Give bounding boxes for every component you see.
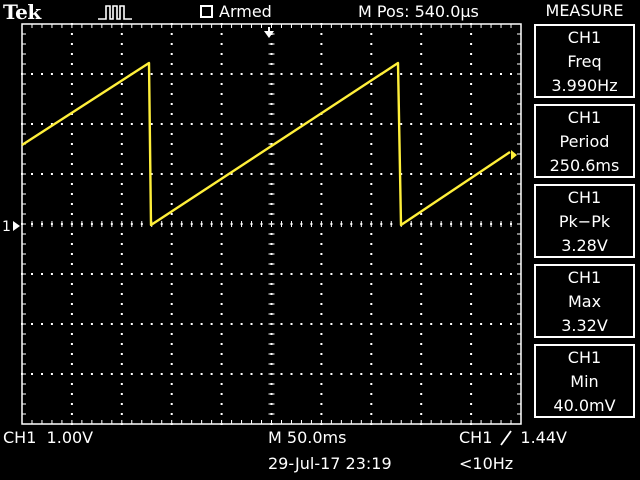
measure-min[interactable]: CH1 Min 40.0mV — [534, 344, 635, 418]
measure-type: Min — [570, 372, 599, 391]
rising-edge-icon — [500, 429, 513, 446]
trigger-frequency: <10Hz — [459, 454, 514, 473]
ch1-vertical-scale: CH1 1.00V — [3, 428, 94, 447]
measure-channel: CH1 — [567, 268, 602, 287]
trigger-source: CH1 — [459, 428, 493, 447]
trigger-status-label: Armed — [219, 2, 272, 21]
date-time: 29-Jul-17 23:19 — [268, 454, 392, 473]
measure-panel: MEASURE CH1 Freq 3.990Hz CH1 Period 250.… — [529, 0, 640, 426]
status-footer: CH1 1.00V M 50.0ms CH1 1.44V 29-Jul-17 2… — [0, 426, 640, 480]
brand-logo: Tek — [3, 0, 41, 24]
timebase: M 50.0ms — [268, 428, 347, 447]
measure-pk-pk[interactable]: CH1 Pk−Pk 3.28V — [534, 184, 635, 258]
trigger-readout: CH1 1.44V — [459, 428, 567, 447]
measure-value: 250.6ms — [549, 156, 620, 175]
channel-marker-label: 1 — [2, 219, 11, 235]
measure-type: Period — [559, 132, 610, 151]
measure-channel: CH1 — [567, 108, 602, 127]
trigger-level: 1.44V — [520, 428, 567, 447]
measure-type: Pk−Pk — [558, 212, 611, 231]
measure-value: 40.0mV — [553, 396, 616, 415]
measure-period[interactable]: CH1 Period 250.6ms — [534, 104, 635, 178]
measure-channel: CH1 — [567, 28, 602, 47]
status-bar: Tek Armed M Pos: 540.0µs — [0, 0, 530, 24]
trigger-status-box-icon — [200, 5, 213, 18]
trigger-position-marker-icon — [264, 27, 274, 38]
measure-channel: CH1 — [567, 188, 602, 207]
measure-freq[interactable]: CH1 Freq 3.990Hz — [534, 24, 635, 98]
trigger-level-marker-icon — [511, 150, 517, 160]
measure-type: Max — [567, 292, 602, 311]
measure-value: 3.32V — [561, 316, 608, 335]
ch1-waveform-trace — [21, 61, 511, 227]
measure-value: 3.990Hz — [551, 76, 618, 95]
trigger-status: Armed — [200, 2, 272, 21]
measure-title: MEASURE — [545, 1, 624, 20]
horizontal-position: M Pos: 540.0µs — [358, 2, 479, 21]
acquisition-pulse-icon — [98, 5, 132, 20]
measure-channel: CH1 — [567, 348, 602, 367]
measure-max[interactable]: CH1 Max 3.32V — [534, 264, 635, 338]
measure-type: Freq — [567, 52, 602, 71]
graticule-grid — [21, 23, 522, 425]
measure-value: 3.28V — [561, 236, 608, 255]
channel-ground-marker-icon — [13, 221, 20, 231]
